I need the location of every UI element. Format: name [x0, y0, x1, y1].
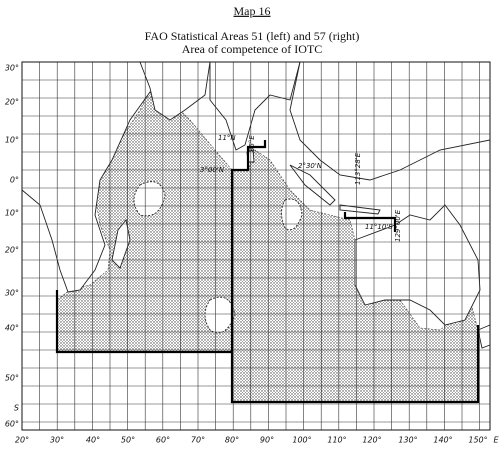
longitude-label: 120° [362, 436, 381, 445]
australia [354, 204, 481, 326]
boundary-annotation: 2°30'N [298, 162, 323, 170]
longitude-label: E [493, 436, 499, 445]
madagascar [111, 218, 131, 269]
unshaded-zone [204, 296, 236, 334]
longitude-label: 20° [15, 436, 29, 445]
java [339, 204, 381, 215]
longitude-label: 140° [433, 436, 452, 445]
longitude-label: 110° [327, 436, 346, 445]
unshaded-zone [281, 198, 303, 231]
latitude-label: 0° [10, 176, 19, 185]
latitude-label: 20° [5, 246, 19, 255]
iotc-boundary [55, 140, 480, 404]
sumatra [289, 164, 336, 206]
latitude-label: 40° [5, 324, 19, 333]
latitude-label: 30° [5, 289, 19, 298]
boundary-annotation: 3°00'N [200, 166, 225, 174]
map-number: Map 16 [234, 4, 271, 18]
india [209, 61, 301, 151]
arabia [139, 61, 211, 121]
longitude-label: 40° [86, 436, 100, 445]
map-title: FAO Statistical Areas 51 (left) and 57 (… [145, 29, 360, 43]
longitude-label: 130° [398, 436, 417, 445]
map-frame [21, 61, 491, 431]
map-subtitle: Area of competence of IOTC [182, 42, 323, 56]
latitude-label: 50° [5, 374, 19, 383]
latitude-label: 30° [5, 64, 19, 73]
latitude-label: 60° [5, 420, 19, 429]
boundary-annotation: 129°00'E [394, 209, 402, 242]
unshaded-zone [133, 181, 166, 217]
boundary-annotation: 85°E [248, 135, 256, 152]
longitude-label: 30° [50, 436, 64, 445]
longitude-label: 150° [468, 436, 487, 445]
latitude-label: 20° [5, 98, 19, 107]
latitude-label: 10° [5, 209, 19, 218]
latitude-label: S [14, 404, 19, 413]
longitude-label: 80° [225, 436, 239, 445]
longitude-label: 70° [191, 436, 205, 445]
boundary-annotation: 113°28'E [354, 152, 362, 185]
boundary-annotation: 11°10'S [365, 223, 393, 231]
graticule [21, 61, 490, 430]
longitude-label: 90° [260, 436, 274, 445]
longitude-label: 60° [156, 436, 170, 445]
boundary-annotation: 11°N [218, 134, 236, 142]
longitude-label: 50° [121, 436, 135, 445]
longitude-label: 100° [292, 436, 311, 445]
latitude-label: 10° [5, 136, 19, 145]
